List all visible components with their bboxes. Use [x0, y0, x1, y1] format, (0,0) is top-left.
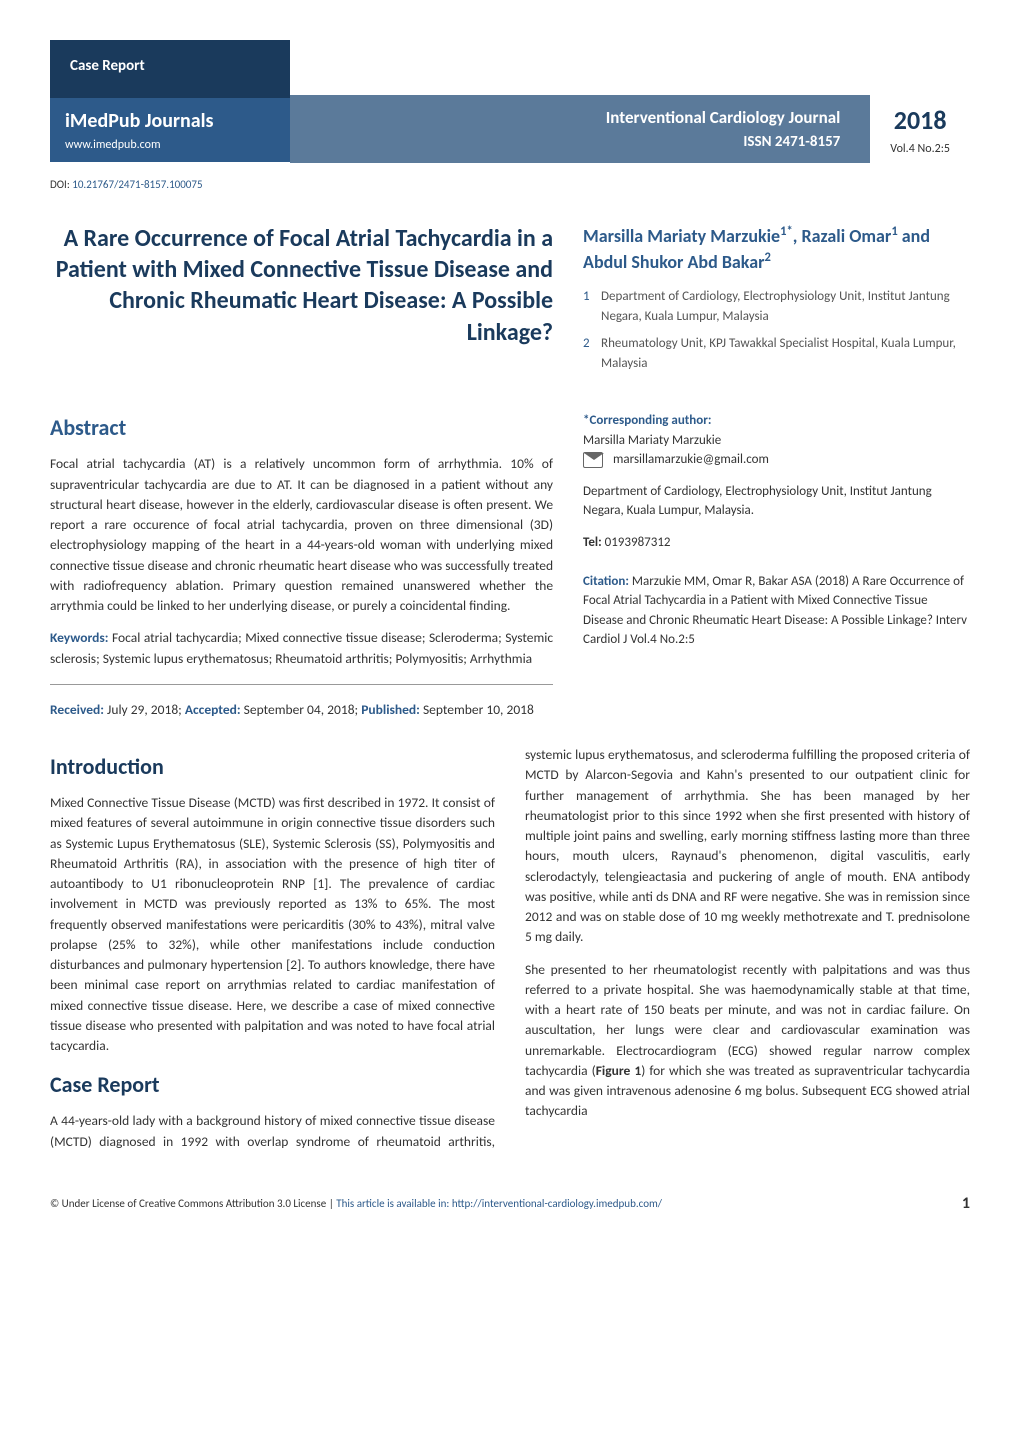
received-date: July 29, 2018;	[107, 701, 185, 718]
year-block: 2018 Vol.4 No.2:5	[870, 96, 970, 163]
email-text[interactable]: marsillamarzukie@gmail.com	[613, 450, 769, 470]
journal-title-block: Interventional Cardiology Journal ISSN 2…	[290, 95, 870, 163]
journal-brand: iMedPub Journals	[65, 106, 275, 136]
figure-ref: Figure 1	[596, 1062, 641, 1079]
email-icon	[583, 452, 603, 468]
header-left-block: Case Report iMedPub Journals www.imedpub…	[50, 40, 290, 162]
citation-label: Citation:	[583, 574, 632, 589]
introduction-heading: Introduction	[50, 750, 495, 783]
case-report-label: Case Report	[70, 55, 270, 78]
citation-text: Marzukie MM, Omar R, Bakar ASA (2018) A …	[583, 574, 967, 648]
header: Case Report iMedPub Journals www.imedpub…	[50, 40, 970, 193]
published-date: September 10, 2018	[423, 701, 534, 718]
received-label: Received:	[50, 701, 107, 718]
authors-box: Marsilla Mariaty Marzukie1*, Razali Omar…	[583, 223, 970, 381]
abstract-block: Abstract Focal atrial tachycardia (AT) i…	[50, 411, 553, 720]
affiliation-num: 2	[583, 334, 590, 354]
doi-row: DOI: 10.21767/2471-8157.100075	[50, 177, 970, 194]
affiliation-2: 2 Rheumatology Unit, KPJ Tawakkal Specia…	[583, 334, 970, 373]
affiliation-num: 1	[583, 287, 590, 307]
case-report-heading: Case Report	[50, 1068, 495, 1101]
footer: © Under License of Creative Commons Attr…	[50, 1182, 970, 1216]
accepted-label: Accepted:	[185, 701, 244, 718]
sidebar-block: *Corresponding author: Marsilla Mariaty …	[583, 411, 970, 720]
year: 2018	[890, 101, 950, 140]
corresponding-author: *Corresponding author: Marsilla Mariaty …	[583, 411, 970, 450]
tel-label: Tel:	[583, 535, 605, 550]
intro-para: Mixed Connective Tissue Disease (MCTD) w…	[50, 793, 495, 1056]
availability-label: This article is available in:	[336, 1197, 449, 1210]
keywords: Focal atrial tachycardia; Mixed connecti…	[50, 629, 553, 666]
case-para-2: She presented to her rheumatologist rece…	[525, 960, 970, 1122]
license-text: © Under License of Creative Commons Attr…	[50, 1197, 336, 1210]
affiliation-text: Department of Cardiology, Electrophysiol…	[601, 289, 950, 324]
journal-title: Interventional Cardiology Journal	[320, 105, 840, 131]
published-label: Published:	[361, 701, 423, 718]
title-authors-row: A Rare Occurrence of Focal Atrial Tachyc…	[50, 223, 970, 381]
journal-url[interactable]: www.imedpub.com	[65, 136, 275, 154]
journal-brand-block: iMedPub Journals www.imedpub.com	[50, 98, 290, 162]
citation-row: Citation: Marzukie MM, Omar R, Bakar ASA…	[583, 572, 970, 650]
doi-link[interactable]: 10.21767/2471-8157.100075	[72, 178, 202, 191]
article-title: A Rare Occurrence of Focal Atrial Tachyc…	[50, 223, 553, 381]
department-text: Department of Cardiology, Electrophysiol…	[583, 482, 970, 521]
abstract-heading: Abstract	[50, 411, 553, 444]
corresponding-name: Marsilla Mariaty Marzukie	[583, 433, 721, 448]
tel-row: Tel: 0193987312	[583, 533, 970, 553]
page-number: 1	[962, 1192, 970, 1216]
issn: ISSN 2471-8157	[320, 131, 840, 154]
vol-issue: Vol.4 No.2:5	[890, 140, 950, 158]
tel-number: 0193987312	[605, 535, 671, 550]
availability-url[interactable]: http://interventional-cardiology.imedpub…	[449, 1197, 662, 1210]
corresponding-label: *Corresponding author:	[583, 413, 711, 428]
main-content: A Rare Occurrence of Focal Atrial Tachyc…	[50, 223, 970, 1152]
abstract-sidebar-row: Abstract Focal atrial tachycardia (AT) i…	[50, 411, 970, 720]
doi-label: DOI:	[50, 178, 72, 191]
keywords-label: Keywords:	[50, 629, 112, 646]
author-names: Marsilla Mariaty Marzukie1*, Razali Omar…	[583, 223, 970, 275]
affiliation-text: Rheumatology Unit, KPJ Tawakkal Speciali…	[601, 336, 956, 371]
abstract-text: Focal atrial tachycardia (AT) is a relat…	[50, 454, 553, 616]
dates-line: Received: July 29, 2018; Accepted: Septe…	[50, 700, 553, 720]
keywords-line: Keywords: Focal atrial tachycardia; Mixe…	[50, 628, 553, 669]
email-row: marsillamarzukie@gmail.com	[583, 450, 970, 470]
accepted-date: September 04, 2018;	[244, 701, 362, 718]
footer-left: © Under License of Creative Commons Attr…	[50, 1196, 662, 1213]
divider	[50, 684, 553, 685]
header-right: Interventional Cardiology Journal ISSN 2…	[290, 95, 970, 163]
body-columns: Introduction Mixed Connective Tissue Dis…	[50, 745, 970, 1152]
affiliation-1: 1 Department of Cardiology, Electrophysi…	[583, 287, 970, 326]
